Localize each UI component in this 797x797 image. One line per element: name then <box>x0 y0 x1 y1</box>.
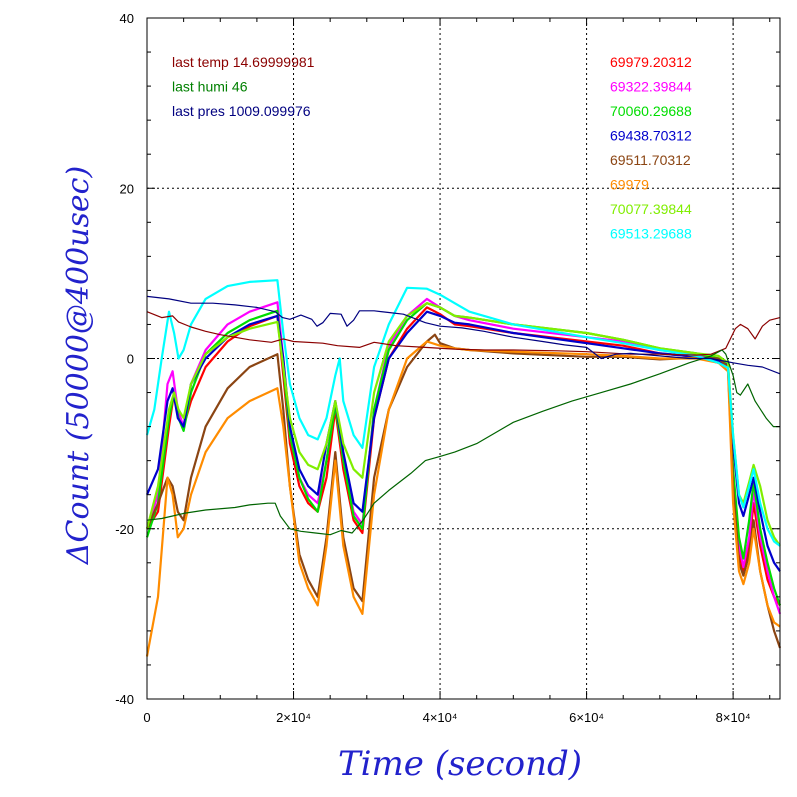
series-legend-item: 69322.39844 <box>610 79 692 95</box>
series-legend-item: 70077.39844 <box>610 201 692 217</box>
series-line-9 <box>146 349 780 536</box>
x-tick-label: 6×10⁴ <box>569 710 604 725</box>
series-line-5 <box>145 340 781 657</box>
info-legend-item: last humi 46 <box>172 79 248 95</box>
x-tick-label: 8×10⁴ <box>716 710 751 725</box>
series-legend-item: 69513.29688 <box>610 226 692 242</box>
y-axis-title: ΔCount (50000@400usec) <box>61 166 96 565</box>
info-legend-item: last temp 14.69999981 <box>172 54 315 70</box>
x-tick-label: 2×10⁴ <box>276 710 311 725</box>
y-tick-label: 40 <box>120 11 134 26</box>
legends: last temp 14.69999981 last humi 46 last pr… <box>172 54 692 242</box>
y-tick-label: -20 <box>115 522 134 537</box>
x-tick-label: 4×10⁴ <box>423 710 458 725</box>
y-tick-label: 20 <box>120 181 134 196</box>
info-legend-item: last pres 1009.099976 <box>172 103 311 119</box>
series-legend-item: 69438.70312 <box>610 128 692 144</box>
y-tick-label: 0 <box>127 352 134 367</box>
axis-ticks: 0 2×10⁴ 4×10⁴ 6×10⁴ 8×10⁴ 40 20 0 -20 -40 <box>115 11 780 725</box>
series-legend-item: 69979.20312 <box>610 54 692 70</box>
grid-lines <box>147 18 780 699</box>
x-axis-title: Time (second) <box>338 744 582 784</box>
series-line-10 <box>146 295 781 375</box>
series-legend-item: 70060.29688 <box>610 103 692 119</box>
series-legend-item: 69979 <box>610 177 649 193</box>
series-line-8 <box>146 311 781 356</box>
series-legend-item: 69511.70312 <box>610 152 691 168</box>
y-tick-label: -40 <box>115 692 134 707</box>
data-series <box>145 279 782 657</box>
series-line-7 <box>145 279 781 547</box>
x-tick-label: 0 <box>143 710 150 725</box>
